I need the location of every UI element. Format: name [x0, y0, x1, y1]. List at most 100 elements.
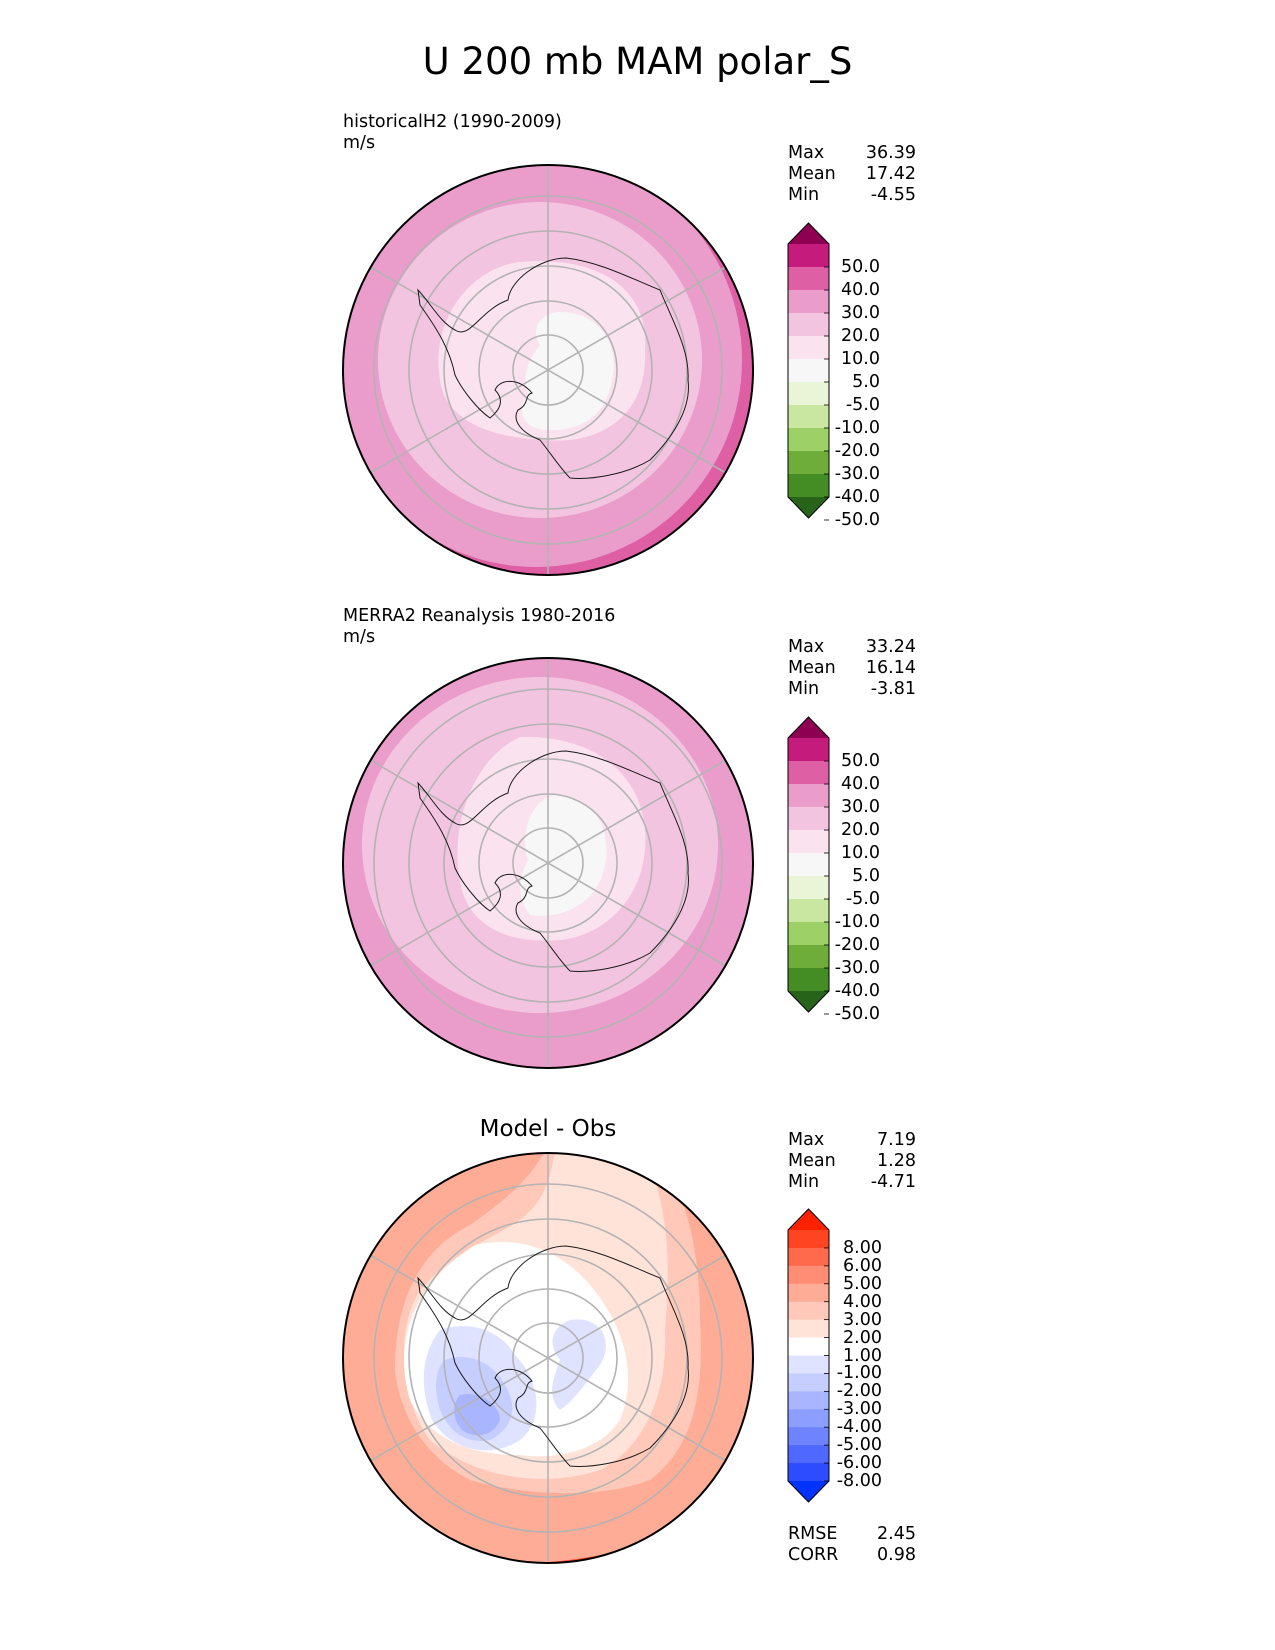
panel-3-colorbar-tick-label: -2.00 — [836, 1381, 882, 1402]
panel-1-colorbar-labels: 50.0 40.0 30.0 20.0 10.0 5.0 -5.0 -10.0 -20.0 -30… — [820, 0, 880, 1650]
panel-2-max-label: Max — [788, 637, 825, 657]
panel-2-colorbar-tick-label: 20.0 — [841, 820, 880, 840]
panel-2-min-label: Min — [788, 679, 820, 699]
panel-1-colorbar-tick-label: -20.0 — [834, 441, 880, 461]
panel-3-colorbar-swatch — [788, 1301, 829, 1321]
panel-1-min-label: Min — [788, 185, 820, 205]
panel-1-colorbar-tick-label: -30.0 — [834, 464, 880, 484]
panel-3-fill-neg3 — [454, 1394, 500, 1436]
panel-3-colorbar-swatch — [788, 1319, 829, 1339]
panel-1-colorbar-tick-label: 10.0 — [841, 349, 880, 369]
panel-3-min-label: Min — [788, 1172, 820, 1192]
panel-3-colorbar-swatch — [788, 1247, 829, 1267]
figure-title: U 200 mb MAM polar_S — [422, 40, 853, 83]
panel-2-colorbar-tick-label: -10.0 — [834, 912, 880, 932]
panel-1-units: m/s — [343, 133, 376, 153]
panel-1-colorbar-tick-label: 30.0 — [841, 303, 880, 323]
panel-2-colorbar-swatch — [788, 784, 829, 808]
panel-3-mean-value: 1.28 — [877, 1151, 916, 1171]
panel-1-title-line1: historicalH2 (1990-2009) — [343, 112, 562, 132]
rmse-value: 2.45 — [877, 1524, 916, 1544]
panel-2-colorbar-swatch — [788, 876, 829, 900]
panel-3-colorbar-tick-label: 1.00 — [843, 1345, 882, 1366]
panel-2-colorbar-tick-label: -30.0 — [834, 958, 880, 978]
panel-2-title: MERRA2 Reanalysis 1980-2016 m/s — [343, 606, 615, 648]
panel-1-mean-value: 17.42 — [865, 164, 916, 184]
panel-1-colorbar-tick-label: -40.0 — [834, 487, 880, 507]
panel-2-colorbar-tick-label: 10.0 — [841, 843, 880, 863]
panel-3-mean-label: Mean — [788, 1151, 836, 1171]
panel-1-colorbar-swatch — [788, 336, 829, 360]
panel-2-colorbar-swatch — [788, 899, 829, 923]
corr-label: CORR — [788, 1545, 839, 1565]
panel-2-colorbar-swatch — [788, 761, 829, 785]
panel-3-colorbar-tick-label: 2.00 — [843, 1327, 882, 1348]
panel-3-stats: Max 7.19 Mean 1.28 Min -4.71 — [788, 1130, 916, 1193]
panel-2-max-value: 33.24 — [865, 637, 916, 657]
panel-2-map-border — [342, 657, 754, 1069]
panel-3-colorbar-swatch — [788, 1463, 829, 1482]
panel-1-stats: Max 36.39 Mean 17.42 Min -4.55 — [788, 143, 916, 206]
panel-1-colorbar-tick-label: 5.0 — [852, 372, 880, 392]
panel-2-colorbar-swatch — [788, 922, 829, 946]
panel-3-colorbar-swatch — [788, 1337, 829, 1356]
panel-3-colorbar-swatch — [788, 1355, 829, 1374]
panel-2-mean-value: 16.14 — [865, 658, 916, 678]
panel-1-min-value: -4.55 — [870, 185, 916, 205]
panel-3-colorbar-labels: 8.00 6.00 5.00 4.00 3.00 2.00 1.00 -1.00 -2.00 -3… — [820, 0, 882, 1650]
panel-3-colorbar-swatch — [788, 1427, 829, 1446]
corr-value: 0.98 — [877, 1545, 916, 1565]
panel-3-colorbar-tick-label: 8.00 — [843, 1237, 882, 1258]
panel-2-fill-near-zero — [520, 795, 607, 916]
panel-1-mean-label: Mean — [788, 164, 836, 184]
panel-1-colorbar-swatch — [788, 428, 829, 452]
panel-2-colorbar-tick-label: -5.0 — [845, 889, 880, 909]
panel-3-colorbar-swatch — [788, 1445, 829, 1464]
panel-3-colorbar-swatch — [788, 1373, 829, 1392]
panel-2-colorbar-tick-label: -40.0 — [834, 981, 880, 1001]
panel-2-colorbar-labels: 50.0 40.0 30.0 20.0 10.0 5.0 -5.0 -10.0 -20.0 -30… — [820, 0, 880, 1650]
panel-2-colorbar-extend-min — [788, 991, 829, 1012]
rmse-label: RMSE — [788, 1524, 838, 1544]
panel-2-colorbar-swatch — [788, 945, 829, 969]
panel-3-fill-neg1-a — [552, 1319, 606, 1410]
panel-3-max-value: 7.19 — [877, 1130, 916, 1150]
panel-3-colorbar-tick-label: -3.00 — [836, 1399, 882, 1420]
panel-3-metrics: RMSE 2.45 CORR 0.98 — [788, 1524, 916, 1566]
panel-1-colorbar-swatch — [788, 405, 829, 429]
panel-2-colorbar-tick-label: 40.0 — [841, 774, 880, 794]
panel-3-coastline — [417, 1245, 689, 1467]
panel-1-colorbar-swatch — [788, 244, 829, 268]
panel-2-colorbar-swatch — [788, 830, 829, 854]
panel-1-colorbar-tick-label: 20.0 — [841, 326, 880, 346]
panel-3-min-value: -4.71 — [870, 1172, 916, 1192]
panel-3-max-label: Max — [788, 1130, 825, 1150]
panel-3-colorbar-swatch — [788, 1230, 829, 1249]
panel-3-colorbar-swatch — [788, 1409, 829, 1428]
panel-1-colorbar-swatch — [788, 313, 829, 337]
panel-2-min-value: -3.81 — [870, 679, 916, 699]
panel-1-colorbar-extend-min — [788, 497, 829, 518]
panel-3-colorbar-extend-max — [788, 1209, 829, 1230]
panel-3-colorbar-tick-label: -8.00 — [836, 1471, 882, 1491]
panel-2-coastline — [417, 750, 689, 972]
panel-1-graticule — [369, 165, 727, 575]
panel-2-units: m/s — [343, 627, 376, 647]
panel-3-colorbar-tick-label: -5.00 — [836, 1435, 882, 1456]
panel-3-colorbar-tick-label: 3.00 — [843, 1309, 882, 1330]
panel-3-colorbar-swatch — [788, 1265, 829, 1285]
panel-1-colorbar-swatch — [788, 451, 829, 475]
panel-1-colorbar-extend-max — [788, 223, 829, 244]
panel-3-colorbar-tick-label: -1.00 — [836, 1363, 882, 1384]
panel-2-colorbar-swatch — [788, 807, 829, 831]
panel-1-colorbar-tick-label: 50.0 — [841, 257, 880, 277]
panel-2-graticule — [369, 658, 727, 1068]
panel-1-map-border — [342, 164, 754, 576]
panel-1-colorbar-swatch — [788, 382, 829, 406]
panel-1-colorbar-tick-label: 40.0 — [841, 280, 880, 300]
